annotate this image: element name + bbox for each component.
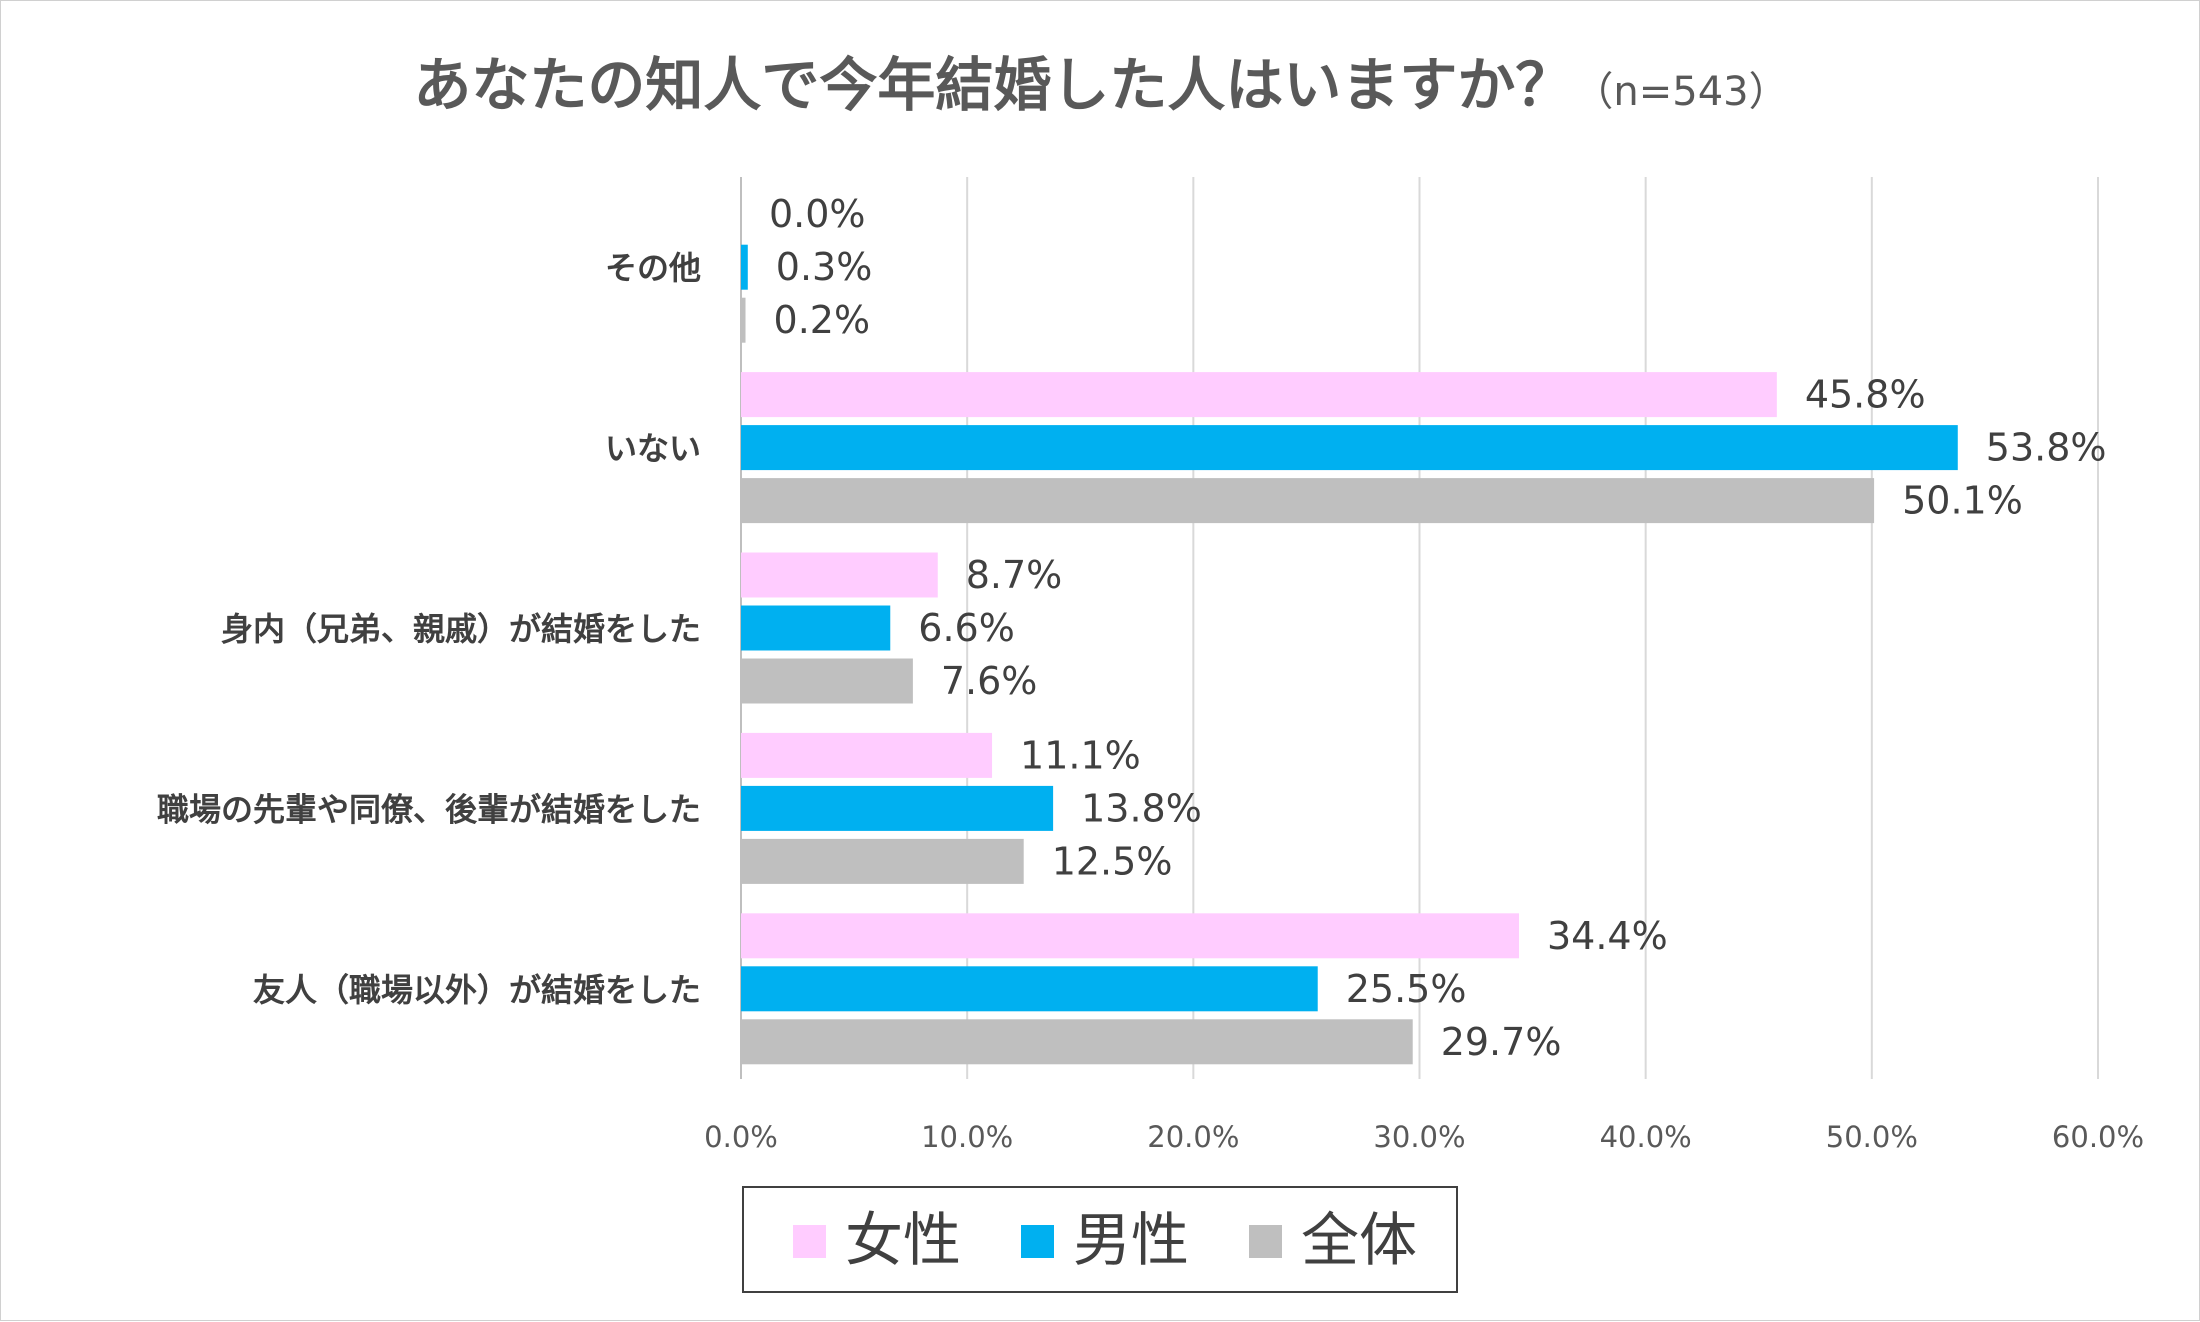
bar [741, 552, 938, 598]
chart-title: あなたの知人で今年結婚した人はいますか？（n=543） [413, 51, 1788, 119]
data-label: 7.6% [941, 659, 1038, 703]
bar [741, 732, 993, 778]
bar [741, 966, 1318, 1012]
data-label: 12.5% [1052, 839, 1173, 883]
legend-box [742, 1186, 1458, 1293]
data-label: 25.5% [1346, 967, 1467, 1011]
data-label: 34.4% [1547, 914, 1668, 958]
legend-swatch [793, 1225, 826, 1258]
category-label: 職場の先輩や同僚、後輩が結婚をした [157, 790, 701, 828]
legend-swatch [1021, 1225, 1054, 1258]
legend: 女性 男性 全体 [742, 1186, 1458, 1293]
bar [741, 372, 1777, 418]
x-tick-label: 10.0% [921, 1120, 1013, 1154]
bar [741, 244, 748, 290]
data-label: 6.6% [918, 606, 1015, 650]
bar [741, 478, 1875, 524]
legend-label: 全体 [1301, 1206, 1417, 1274]
bar [741, 785, 1054, 831]
data-labels: 0.0% 0.3% 0.2% 45.8% 53.8% 50.1% 8.7% 6.6% 7.6% 1… [769, 192, 2106, 1064]
data-label: 13.8% [1081, 786, 1202, 830]
data-label: 0.3% [776, 245, 873, 289]
bar [741, 425, 1958, 471]
bar [741, 605, 891, 651]
bar [741, 913, 1520, 959]
x-tick-label: 40.0% [1600, 1120, 1692, 1154]
x-tick-label: 50.0% [1826, 1120, 1918, 1154]
data-label: 11.1% [1020, 733, 1141, 777]
bars [741, 244, 1958, 1065]
data-label: 53.8% [1986, 426, 2107, 470]
category-label: いない [605, 430, 701, 468]
category-label: その他 [605, 249, 701, 287]
data-label: 0.0% [769, 192, 866, 236]
x-tick-label: 20.0% [1147, 1120, 1239, 1154]
bar [741, 297, 746, 343]
x-tick-label: 0.0% [704, 1120, 778, 1154]
bar [741, 658, 913, 704]
legend-label: 女性 [845, 1206, 961, 1274]
data-label: 8.7% [966, 553, 1063, 597]
data-label: 0.2% [774, 298, 871, 342]
category-labels: その他いない身内（兄弟、親戚）が結婚をした職場の先輩や同僚、後輩が結婚をした友人… [157, 249, 701, 1009]
data-label: 45.8% [1805, 373, 1926, 417]
legend-label: 男性 [1073, 1206, 1189, 1274]
legend-swatch [1249, 1225, 1282, 1258]
gridlines [740, 177, 2099, 1079]
category-label: 友人（職場以外）が結婚をした [253, 971, 701, 1009]
x-tick-label: 30.0% [1373, 1120, 1465, 1154]
bar [741, 838, 1024, 884]
x-axis-tick-labels: 0.0% 10.0% 20.0% 30.0% 40.0% 50.0% 60.0% [704, 1120, 2144, 1154]
bar [741, 1019, 1413, 1065]
x-tick-label: 60.0% [2052, 1120, 2144, 1154]
data-label: 50.1% [1902, 479, 2023, 523]
data-label: 29.7% [1441, 1020, 1562, 1064]
chart-title-main: あなたの知人で今年結婚した人はいますか？ [413, 51, 1573, 119]
category-label: 身内（兄弟、親戚）が結婚をした [221, 610, 701, 648]
chart-title-sub: （n=543） [1573, 69, 1788, 115]
